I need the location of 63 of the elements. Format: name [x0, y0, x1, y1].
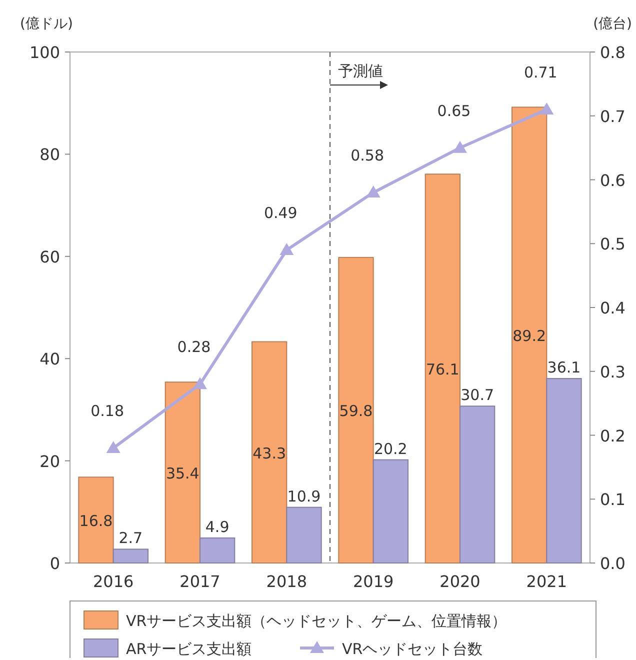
bar: [338, 256, 374, 564]
x-tick-label: 2020: [440, 572, 480, 591]
annotation: 予測値: [338, 62, 383, 80]
y-tick-label: 20: [40, 452, 60, 471]
data-label: 16.8: [79, 512, 113, 530]
y2-tick-label: 0.2: [600, 426, 626, 446]
y2-tick-label: 0.0: [600, 554, 626, 573]
data-label: 10.9: [287, 487, 321, 506]
y-tick-label: 80: [40, 145, 60, 164]
y2-axis-title: (億台): [593, 16, 632, 32]
bar: [112, 548, 148, 564]
data-label: 0.49: [264, 204, 298, 222]
point: [280, 243, 294, 256]
y2-tick-label: 0.4: [600, 298, 626, 318]
point: [366, 186, 380, 198]
bar: [546, 378, 582, 564]
bar: [164, 382, 200, 564]
data-label: 59.8: [339, 402, 373, 420]
y2-tick-label: 0.3: [600, 362, 626, 382]
x-tick-label: 2018: [266, 572, 308, 591]
data-label: 30.7: [460, 386, 494, 404]
y-tick-label: 0: [50, 554, 60, 573]
legend-label: VRヘッドセット台数: [342, 640, 483, 658]
x-tick-label: 2019: [352, 572, 394, 591]
data-label: 4.9: [205, 518, 230, 536]
x-tick-label: 2017: [180, 572, 220, 591]
data-label: 0.58: [350, 146, 384, 165]
y-tick-label: 40: [40, 350, 60, 369]
y2-tick-label: 0.8: [600, 43, 626, 62]
bar: [512, 106, 548, 564]
x-tick-label: 2016: [92, 572, 134, 591]
x-tick-label: 2021: [526, 572, 568, 591]
bar: [252, 341, 288, 564]
data-label: 89.2: [512, 327, 546, 346]
bar: [78, 476, 114, 564]
y2-tick-label: 0.5: [600, 234, 626, 254]
data-label: 2.7: [118, 529, 143, 548]
data-label: 0.18: [90, 402, 124, 420]
data-label: 76.1: [426, 360, 460, 379]
bar: [200, 537, 236, 564]
y2-tick-label: 0.7: [600, 106, 626, 126]
y-axis-title: (億ドル): [20, 16, 73, 32]
y-tick-label: 60: [40, 247, 60, 266]
data-label: 0.71: [524, 63, 558, 82]
point: [106, 441, 120, 454]
legend-label: VRサービス支出額（ヘッドセット、ゲーム、位置情報）: [126, 612, 507, 630]
y-tick-label: 100: [29, 43, 60, 62]
legend-label: ARサービス支出額: [126, 640, 252, 658]
data-label: 43.3: [252, 444, 286, 462]
point: [453, 140, 467, 153]
y2-tick-label: 0.1: [600, 490, 626, 510]
data-label: 35.4: [166, 464, 200, 483]
bar: [460, 406, 496, 564]
y2-tick-label: 0.6: [600, 170, 626, 190]
point: [193, 377, 207, 390]
point: [540, 102, 554, 114]
data-label: 0.28: [177, 338, 211, 356]
data-label: 0.65: [437, 102, 471, 120]
bar: [286, 506, 322, 564]
bar: [372, 459, 408, 564]
data-label: 20.2: [374, 440, 408, 458]
bar: [424, 174, 460, 564]
data-label: 36.1: [547, 358, 581, 377]
